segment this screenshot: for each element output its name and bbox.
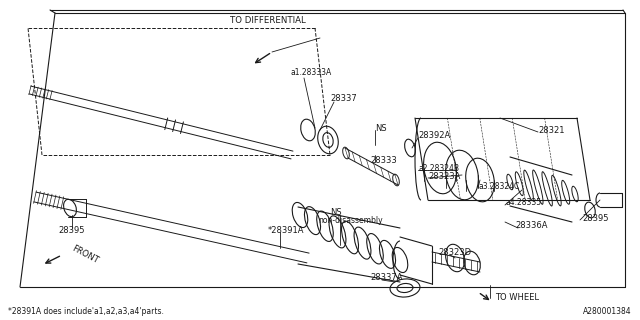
- Text: 28337A: 28337A: [370, 274, 403, 283]
- Text: NS: NS: [330, 207, 342, 217]
- Text: 28336A: 28336A: [515, 220, 547, 229]
- Text: FRONT: FRONT: [70, 244, 99, 266]
- Text: NS: NS: [375, 124, 387, 132]
- Text: a4.28335: a4.28335: [505, 197, 541, 206]
- Text: 28323D: 28323D: [438, 247, 471, 257]
- Text: A280001384: A280001384: [584, 308, 632, 316]
- Text: TO DIFFERENTIAL: TO DIFFERENTIAL: [230, 15, 306, 25]
- Text: a2.28324B: a2.28324B: [418, 164, 459, 172]
- Text: 28337: 28337: [330, 93, 356, 102]
- Text: TO WHEEL: TO WHEEL: [495, 293, 539, 302]
- Text: *28391A: *28391A: [268, 226, 305, 235]
- Text: a3.28324C: a3.28324C: [478, 181, 519, 190]
- Text: a1.28333A: a1.28333A: [290, 68, 332, 76]
- Text: 28395: 28395: [582, 213, 609, 222]
- Text: 28323A: 28323A: [428, 172, 460, 180]
- Text: 28321: 28321: [538, 125, 564, 134]
- Text: non-disassembly: non-disassembly: [318, 215, 383, 225]
- Text: 28333: 28333: [370, 156, 397, 164]
- Text: 28392A: 28392A: [418, 131, 451, 140]
- Text: 28395: 28395: [58, 226, 84, 235]
- Text: *28391A does include'a1,a2,a3,a4'parts.: *28391A does include'a1,a2,a3,a4'parts.: [8, 308, 164, 316]
